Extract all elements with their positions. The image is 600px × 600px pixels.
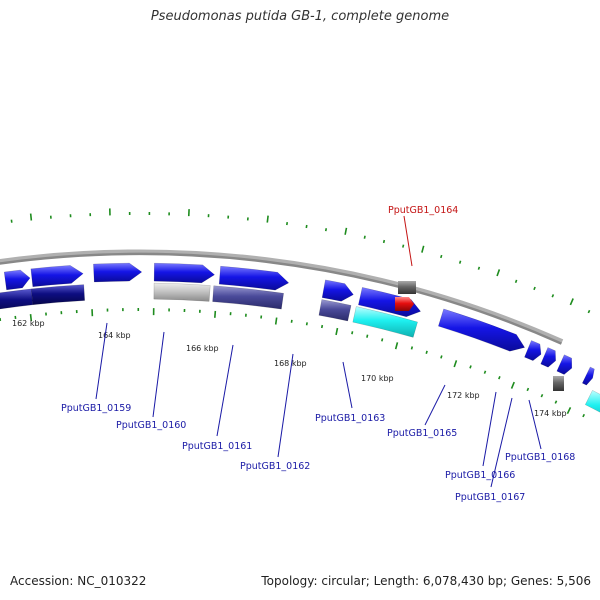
outer-scale-tick [569,298,574,306]
kbp-tick-label: 174 kbp [534,409,567,418]
inner-scale-tick [351,331,354,335]
gene-leader-line [342,361,353,409]
gene-feature-block [398,281,416,294]
inner-scale-tick [582,413,586,418]
gene-label[interactable]: PputGB1_0168 [505,452,575,463]
gene-leader-line [403,215,413,267]
gene-feature-block [540,347,556,368]
outer-scale-tick [440,254,443,259]
gene-leader-line [528,399,542,450]
outer-scale-tick [29,213,33,221]
gene-label[interactable]: PputGB1_0163 [315,413,385,424]
inner-scale-tick [410,346,414,350]
inner-scale-tick [320,324,324,329]
inner-scale-tick [566,407,572,415]
inner-scale-tick [526,387,530,392]
gene-label[interactable]: PputGB1_0167 [455,492,525,503]
outer-scale-tick [421,245,425,253]
inner-scale-tick [453,360,458,368]
kbp-tick-label: 162 kbp [12,319,45,328]
inner-scale-tick [305,322,308,326]
gene-feature-block [321,279,354,302]
inner-scale-tick [440,355,443,359]
gene-feature-block [212,285,284,310]
outer-scale-tick [458,260,462,264]
outer-scale-tick [587,309,591,314]
outer-scale-tick [266,215,269,223]
gene-feature-block [524,340,542,361]
gene-feature-block [438,308,526,352]
inner-scale-tick [483,370,487,374]
gene-feature-block [218,265,290,291]
inner-scale-tick [29,314,33,322]
kbp-tick-label: 164 kbp [98,331,131,340]
inner-scale-tick [469,365,472,369]
gene-feature-block [30,265,84,287]
inner-scale-tick [214,310,217,318]
inner-scale-tick [510,381,515,389]
gene-feature-block [3,269,31,291]
gene-feature-block [318,299,352,322]
outer-scale-tick [551,294,555,298]
outer-scale-tick [514,279,518,284]
gene-feature-block [584,390,600,413]
gene-leader-line [152,331,165,418]
gene-leader-line [490,397,513,488]
gene-feature-block [581,366,595,386]
gene-leader-line [216,344,234,437]
gene-label[interactable]: PputGB1_0165 [387,428,457,439]
gene-label[interactable]: PputGB1_0161 [182,441,252,452]
topology-text: Topology: circular; Length: 6,078,430 bp… [261,574,591,588]
kbp-tick-label: 172 kbp [447,391,480,400]
gene-leader-line [482,391,497,467]
inner-scale-tick [366,334,369,338]
accession-text: Accession: NC_010322 [10,574,147,588]
kbp-tick-label: 170 kbp [361,374,394,383]
sequence-backbone [0,249,564,344]
inner-scale-tick [394,342,399,350]
outer-scale-tick [363,235,366,239]
inner-scale-tick [540,393,544,398]
gene-feature-block [553,376,564,391]
outer-scale-tick [344,227,348,235]
inner-scale-tick [381,338,384,342]
inner-scale-tick [425,350,428,355]
gene-feature-block [153,282,211,302]
outer-scale-tick [382,239,386,244]
gene-feature-block [30,284,85,306]
outer-scale-tick [533,286,536,291]
gene-feature-block [556,354,573,375]
gene-label[interactable]: PputGB1_0166 [445,470,515,481]
gene-feature-block [352,306,418,338]
gene-feature-block [153,262,215,284]
outer-scale-tick [477,266,481,270]
inner-scale-tick [335,327,339,336]
inner-scale-tick [554,400,558,404]
gene-label[interactable]: PputGB1_0159 [61,403,131,414]
outer-scale-tick [324,228,328,232]
inner-scale-tick [498,376,501,380]
gene-leader-line [424,384,446,426]
gene-feature-block-highlight [395,297,414,311]
gene-feature-block [0,288,34,310]
gene-label[interactable]: PputGB1_0162 [240,461,310,472]
map-title: Pseudomonas putida GB-1, complete genome [150,9,450,24]
gene-label[interactable]: PputGB1_0164 [388,205,458,216]
sequence-backbone-inner [0,252,562,345]
gene-leader-line [95,322,108,400]
gene-label[interactable]: PputGB1_0160 [116,420,186,431]
outer-scale-tick [402,244,405,248]
outer-scale-tick [496,269,501,277]
gene-feature-block [93,262,143,283]
inner-scale-tick [274,317,278,325]
kbp-tick-label: 166 kbp [186,344,219,353]
gene-leader-line [277,353,294,458]
kbp-tick-label: 168 kbp [274,359,307,368]
